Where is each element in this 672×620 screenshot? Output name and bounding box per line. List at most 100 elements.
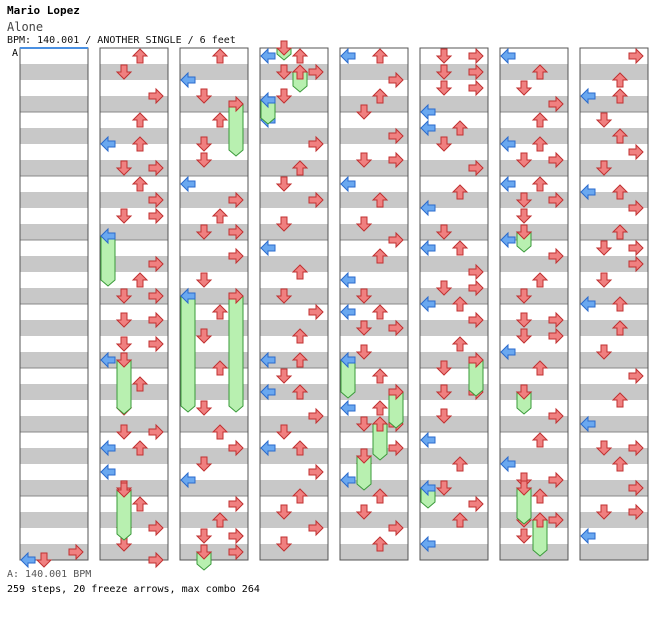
right-arrow (628, 47, 644, 65)
left-arrow (420, 239, 436, 257)
down-arrow (515, 224, 533, 240)
down-arrow (355, 216, 373, 232)
right-arrow (148, 519, 164, 537)
stripe (20, 384, 88, 400)
left-arrow (500, 47, 516, 65)
left-arrow (420, 199, 436, 217)
stripe (260, 512, 328, 528)
stripe (340, 192, 408, 208)
left-arrow (260, 111, 276, 129)
stripe (180, 224, 248, 240)
right-arrow (228, 527, 244, 545)
stripe (340, 128, 408, 144)
left-arrow (420, 431, 436, 449)
right-arrow (628, 255, 644, 273)
down-arrow (435, 360, 453, 376)
stripe (500, 64, 568, 80)
down-arrow (195, 136, 213, 152)
right-arrow (548, 191, 564, 209)
freeze-arrow (180, 295, 196, 413)
up-arrow (611, 296, 629, 312)
stripe (420, 288, 488, 304)
stripe (580, 160, 648, 176)
right-arrow (308, 191, 324, 209)
stripe (420, 64, 488, 80)
chart-column (19, 47, 89, 561)
stripe (500, 256, 568, 272)
left-arrow (340, 351, 356, 369)
left-arrow (180, 287, 196, 305)
left-arrow (260, 439, 276, 457)
down-arrow (435, 224, 453, 240)
up-arrow (371, 368, 389, 384)
stripe (340, 352, 408, 368)
down-arrow (355, 448, 373, 464)
stripe (340, 288, 408, 304)
right-arrow (628, 439, 644, 457)
left-arrow (340, 175, 356, 193)
up-arrow (451, 184, 469, 200)
stripe (20, 544, 88, 560)
left-arrow (580, 87, 596, 105)
left-arrow (340, 367, 356, 385)
right-arrow (148, 423, 164, 441)
stripe (580, 384, 648, 400)
freeze-arrow (532, 519, 548, 557)
right-arrow (548, 151, 564, 169)
down-arrow (195, 152, 213, 168)
down-arrow (595, 272, 613, 288)
down-arrow (275, 536, 293, 552)
up-arrow (131, 272, 149, 288)
stripe (260, 384, 328, 400)
down-arrow (195, 528, 213, 544)
down-arrow (115, 312, 133, 328)
stripe (260, 352, 328, 368)
up-arrow (131, 136, 149, 152)
stripe (260, 256, 328, 272)
right-arrow (628, 143, 644, 161)
stripe (500, 128, 568, 144)
stripe (180, 160, 248, 176)
stripe (580, 192, 648, 208)
down-arrow (435, 280, 453, 296)
left-arrow (500, 231, 516, 249)
stripe (420, 256, 488, 272)
up-arrow (131, 376, 149, 392)
up-arrow (371, 536, 389, 552)
chart-column (179, 47, 249, 561)
stripe (20, 352, 88, 368)
stripe (420, 448, 488, 464)
stripe (580, 480, 648, 496)
stripe (100, 256, 168, 272)
up-arrow (531, 136, 549, 152)
right-arrow (228, 95, 244, 113)
stripe (100, 96, 168, 112)
stripe (100, 544, 168, 560)
right-arrow (468, 263, 484, 281)
up-arrow (611, 392, 629, 408)
freeze-arrow (228, 295, 244, 413)
stripe (500, 192, 568, 208)
right-arrow (468, 351, 484, 369)
left-arrow (260, 47, 276, 65)
down-arrow (355, 104, 373, 120)
right-arrow (468, 47, 484, 65)
down-arrow (435, 80, 453, 96)
chart-column (339, 47, 409, 561)
down-arrow (115, 64, 133, 80)
stripe (260, 192, 328, 208)
down-arrow (515, 528, 533, 544)
column-frame (19, 47, 89, 561)
down-arrow (435, 384, 453, 400)
stripe (260, 64, 328, 80)
stripe (20, 480, 88, 496)
right-arrow (628, 367, 644, 385)
freeze-arrow (516, 231, 532, 253)
right-arrow (228, 191, 244, 209)
down-arrow (595, 440, 613, 456)
freeze-arrow (516, 487, 532, 525)
down-arrow (275, 64, 293, 80)
stripe (580, 256, 648, 272)
stripe (500, 352, 568, 368)
stripe (580, 544, 648, 560)
